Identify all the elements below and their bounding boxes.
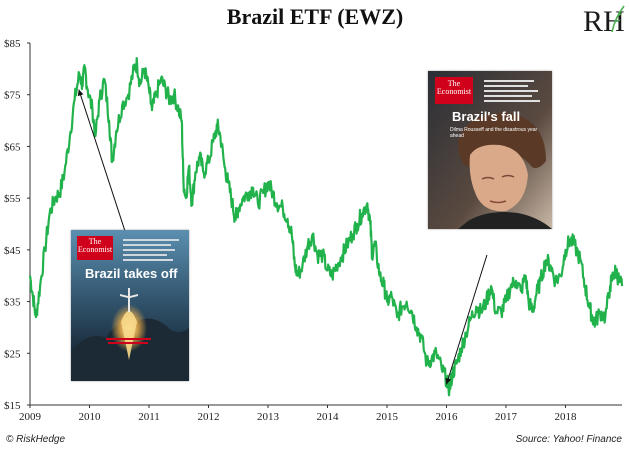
copyright-note: © RiskHedge xyxy=(6,434,66,445)
cover-headline: Brazil's fall xyxy=(452,109,521,124)
y-tick-label: $65 xyxy=(4,141,21,153)
cover-headline: Brazil takes off xyxy=(85,266,178,281)
cover-teasers xyxy=(484,77,546,105)
x-tick-label: 2011 xyxy=(138,411,160,423)
y-tick-label: $85 xyxy=(4,38,21,50)
x-tick-label: 2015 xyxy=(376,411,399,423)
cover-subheadline: Dilma Rousseff and the disastrous year a… xyxy=(450,127,538,139)
y-tick-label: $45 xyxy=(4,245,21,257)
y-tick-label: $55 xyxy=(4,193,21,205)
annotation-arrow xyxy=(77,89,132,251)
x-tick-label: 2013 xyxy=(257,411,280,423)
x-tick-label: 2012 xyxy=(197,411,219,423)
riskhedge-logo: RH xyxy=(583,5,625,38)
y-tick-label: $75 xyxy=(4,90,21,102)
price-line xyxy=(28,57,624,397)
cover-teasers xyxy=(123,236,183,264)
y-tick-label: $15 xyxy=(4,400,21,412)
economist-cover-2016: The Economist Brazil's fall Dilma Rousse… xyxy=(428,71,552,229)
source-note: Source: Yahoo! Finance xyxy=(515,434,622,445)
x-tick-label: 2010 xyxy=(78,411,101,423)
annotation-arrow xyxy=(445,254,488,385)
x-tick-label: 2017 xyxy=(495,411,518,423)
x-tick-label: 2014 xyxy=(316,411,339,423)
y-tick-label: $25 xyxy=(4,348,21,360)
chart-title: Brazil ETF (EWZ) xyxy=(226,4,404,29)
economist-cover-2009: The Economist Brazil takes off xyxy=(71,230,189,381)
svg-text:RH: RH xyxy=(583,5,625,38)
x-tick-label: 2009 xyxy=(19,411,42,423)
masthead: The Economist xyxy=(77,236,113,260)
y-tick-label: $35 xyxy=(4,297,21,309)
x-tick-label: 2018 xyxy=(554,411,577,423)
x-tick-label: 2016 xyxy=(435,411,458,423)
masthead: The Economist xyxy=(435,77,473,104)
